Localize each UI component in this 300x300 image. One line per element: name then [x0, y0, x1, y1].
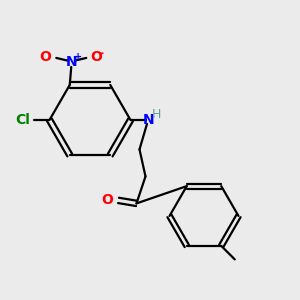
- Text: +: +: [74, 52, 82, 62]
- Text: Cl: Cl: [15, 113, 30, 127]
- Text: N: N: [143, 113, 154, 127]
- Text: N: N: [65, 56, 77, 69]
- Text: H: H: [152, 108, 162, 121]
- Text: -: -: [98, 47, 104, 60]
- Text: O: O: [101, 194, 113, 207]
- Text: O: O: [90, 50, 102, 64]
- Text: O: O: [39, 50, 51, 64]
